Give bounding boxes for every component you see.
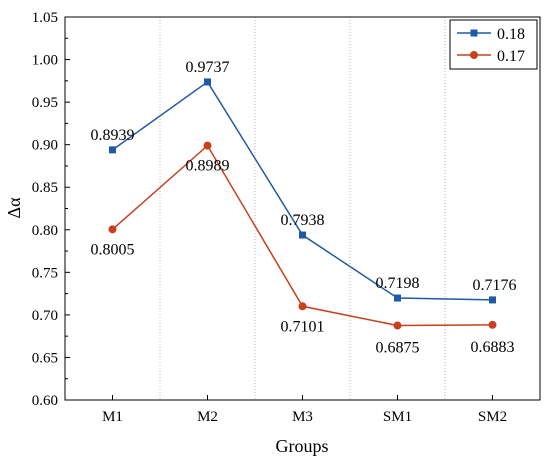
y-tick-label: 0.95	[32, 95, 58, 111]
data-point	[109, 146, 116, 154]
x-tick-label: SM1	[383, 409, 412, 425]
data-point	[299, 231, 306, 239]
x-tick-label: M3	[292, 409, 313, 425]
data-label: 0.7101	[281, 318, 325, 335]
y-tick-label: 1.05	[32, 10, 58, 26]
data-label: 0.6883	[471, 339, 515, 356]
legend-box	[449, 19, 538, 70]
legend-marker	[470, 29, 478, 37]
y-tick-label: 0.65	[32, 350, 58, 366]
series-line-0.18	[112, 80, 493, 301]
y-axis-title: Δα	[4, 197, 24, 219]
data-label: 0.7176	[473, 277, 517, 294]
x-axis-title: Groups	[276, 436, 329, 456]
data-point	[393, 321, 402, 330]
y-tick-label: 0.75	[32, 265, 58, 281]
series-layer	[108, 78, 497, 330]
data-label: 0.7198	[376, 275, 420, 292]
x-tick-label: SM2	[478, 409, 507, 425]
legend: 0.18 0.17	[449, 19, 538, 70]
data-point	[394, 294, 401, 302]
data-label: 0.8005	[91, 241, 135, 258]
data-label: 0.8989	[186, 158, 230, 175]
data-point	[489, 296, 496, 304]
data-label: 0.8939	[91, 127, 135, 144]
data-labels: 0.8939 0.9737 0.7938 0.7198 0.7176 0.8005 0.89…	[91, 59, 517, 357]
y-tick-label: 0.85	[32, 180, 58, 196]
data-point	[203, 141, 212, 150]
y-tick-label: 0.60	[32, 393, 58, 409]
data-label: 0.6875	[376, 340, 420, 357]
data-label: 0.9737	[186, 59, 230, 76]
y-tick-label: 1.00	[32, 53, 58, 69]
data-point	[298, 302, 307, 311]
data-point	[204, 78, 211, 86]
legend-label: 0.18	[497, 26, 525, 43]
y-tick-label: 0.70	[32, 308, 58, 324]
x-axis: M1 M2 M3 SM1 SM2	[102, 395, 507, 425]
y-axis: 0.60 0.65 0.70 0.75 0.80 0.85 0.90 0.95 1.00 1.05	[32, 10, 70, 409]
x-tick-label: M2	[197, 409, 218, 425]
y-tick-label: 0.90	[32, 138, 58, 154]
data-label: 0.7938	[281, 212, 325, 229]
x-tick-label: M1	[102, 409, 123, 425]
data-point	[108, 225, 117, 234]
grid-layer	[159, 17, 446, 400]
data-point	[488, 320, 497, 329]
legend-label: 0.17	[497, 48, 525, 65]
legend-marker	[470, 51, 478, 59]
y-tick-label: 0.80	[32, 223, 58, 239]
